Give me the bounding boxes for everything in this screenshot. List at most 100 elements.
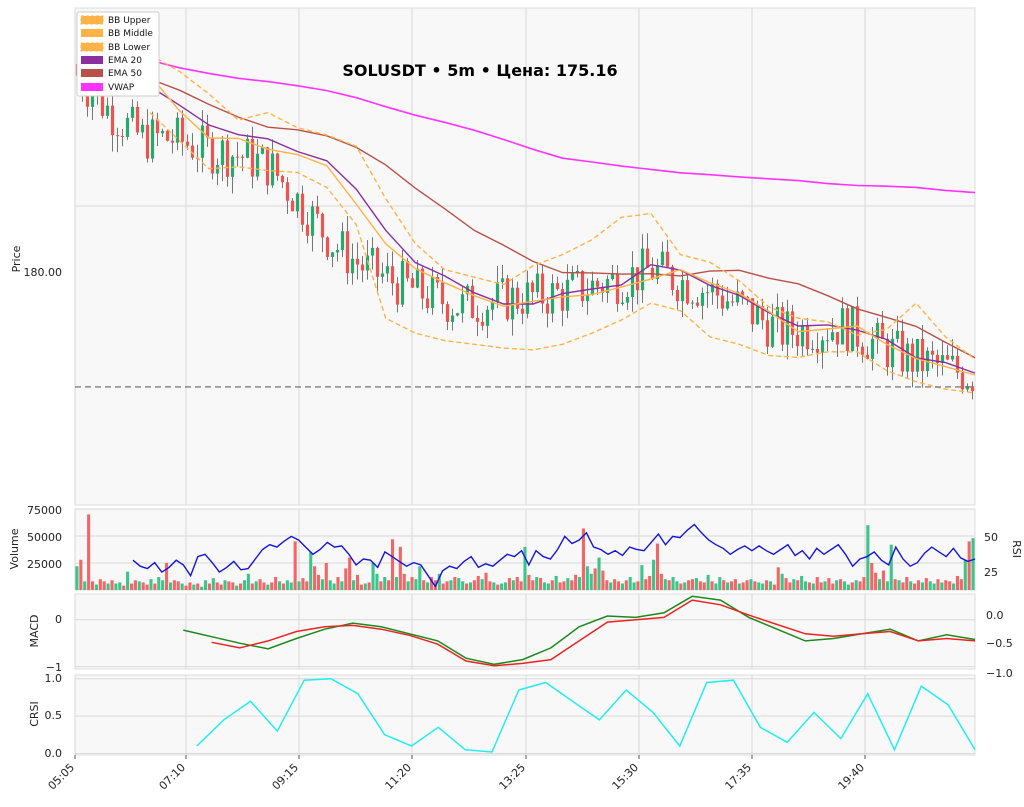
candle-body [535,273,540,293]
volume-bar [503,582,508,590]
candle-body [820,340,825,353]
volume-bar [258,579,262,590]
volume-bar [87,514,91,590]
candle-body [110,105,115,136]
volume-bar [371,563,375,590]
volume-bar [850,582,854,590]
volume-bar [192,584,196,590]
volume-bar [223,580,227,590]
volume-bar [710,581,714,590]
candle-body [330,252,335,257]
volume-bar [909,581,913,590]
candle-body [480,321,485,326]
volume-bar [281,583,285,590]
volume-bar [375,573,379,590]
candle-body [85,93,90,107]
volume-bar [839,579,843,590]
candle-body [140,124,145,133]
volume-bar [593,568,597,590]
macd-panel: MACD 0 −1 0.0 −0.5 −1.0 [28,593,1013,680]
volume-bar [453,577,457,590]
volume-bar [940,582,944,590]
macd-ytick-label: −1 [46,661,62,674]
volume-bar [846,584,850,590]
legend-label-bb-middle: BB Middle [108,29,153,39]
volume-bar [613,579,617,590]
candle-body [870,338,875,359]
candle-body [430,277,435,309]
volume-bars [75,514,975,590]
candle-body [945,355,950,360]
candle-body [840,308,845,345]
volume-bar [546,583,550,590]
volume-bar [741,582,745,590]
volume-bar [842,581,847,590]
macd-right-ytick-label: −1.0 [986,667,1013,680]
volume-bar [706,574,710,590]
volume-bar [293,541,297,590]
candle-body [465,285,470,295]
volume-bar [262,582,266,590]
volume-bar [145,584,149,590]
candle-body [835,332,840,345]
volume-bar [106,583,110,590]
volume-bar [309,552,313,590]
volume-bar [605,580,609,590]
legend-swatch-bb-upper [80,15,104,25]
volume-bar [948,581,952,590]
legend: BB Upper BB Middle BB Lower EMA 20 EMA 5… [76,11,160,97]
x-tick-label: 05:05 [46,761,78,793]
candle-body [830,332,835,341]
volume-bar [729,581,734,590]
volume-bar [924,578,928,590]
candle-body [125,117,130,137]
volume-bar [507,578,511,590]
volume-bar [168,582,173,590]
candle-body [495,281,500,302]
candle-body [235,156,240,158]
volume-bar [305,581,309,590]
candle-body [800,325,805,347]
volume-bar [406,581,410,590]
volume-bar [792,579,796,590]
candle-body [265,147,270,186]
volume-bar [277,581,282,590]
volume-bar [114,583,118,590]
candle-body [440,282,445,305]
candle-body [740,291,745,297]
volume-bar [235,585,239,590]
candle-body [540,273,545,304]
volume-bar [959,579,963,590]
candle-body [605,278,610,293]
candle-body [805,325,810,350]
volume-bar [733,579,737,590]
volume-bar [609,582,613,590]
candle-body [925,350,930,372]
volume-bar [601,570,605,590]
volume-bar [480,579,484,590]
candle-body [365,255,370,271]
crsi-ytick-label: 0.5 [45,709,63,722]
candle-body [885,338,890,368]
candle-body [410,278,415,288]
volume-bar [558,582,562,590]
series-line-bb-upper [149,54,976,360]
candle-body [665,251,670,267]
volume-bar [772,584,776,590]
volume-bar [184,585,188,590]
volume-bar [188,582,192,590]
volume-bar [492,582,496,590]
volume-bar [694,578,698,590]
candle-body [755,306,760,325]
volume-bar [893,579,897,590]
candle-body [455,313,460,316]
volume-ytick-label: 25000 [27,558,62,571]
candle-body [290,200,295,212]
candle-body [690,302,695,304]
candle-body [670,266,675,290]
candle-body [315,206,320,214]
volume-bar [803,581,808,590]
rsi-ytick-label: 25 [984,566,998,579]
volume-bar [227,581,231,590]
candle-body [350,258,355,274]
